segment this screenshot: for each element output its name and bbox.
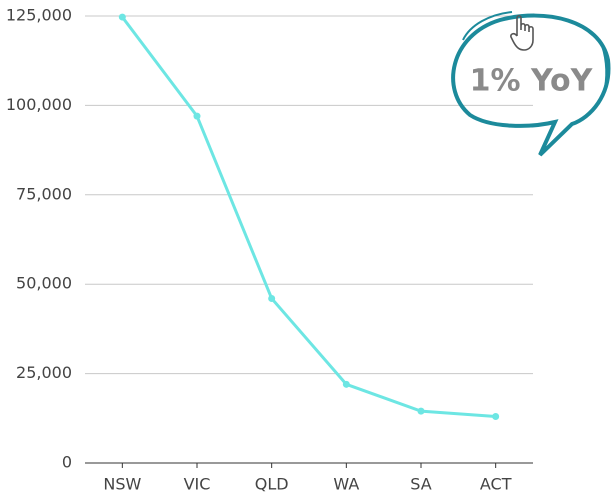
- y-tick-label: 0: [62, 453, 72, 472]
- x-tick-label: VIC: [184, 475, 211, 494]
- y-tick-label: 75,000: [16, 184, 72, 203]
- y-tick-label: 125,000: [6, 6, 72, 25]
- point: [342, 380, 350, 388]
- x-tick-label: NSW: [103, 475, 141, 494]
- x-tick-label: ACT: [480, 475, 512, 494]
- point: [268, 295, 276, 303]
- plot: 0 25,000 50,000 75,000 100,000 125,000 NSW VIC Q…: [6, 6, 533, 494]
- point: [492, 413, 500, 421]
- x-tick-label: WA: [333, 475, 359, 494]
- line: [121, 16, 496, 419]
- annotation: 1% YoY: [470, 64, 594, 99]
- point: [417, 407, 425, 415]
- speech-bubble: 1% YoY: [451, 11, 611, 157]
- point: [193, 112, 201, 120]
- point: [118, 13, 126, 21]
- y-tick-label: 100,000: [6, 95, 72, 114]
- y-tick-label: 50,000: [16, 274, 72, 293]
- x-tick-label: SA: [410, 475, 431, 494]
- x-tick-label: QLD: [255, 475, 289, 494]
- y-tick-label: 25,000: [16, 363, 72, 382]
